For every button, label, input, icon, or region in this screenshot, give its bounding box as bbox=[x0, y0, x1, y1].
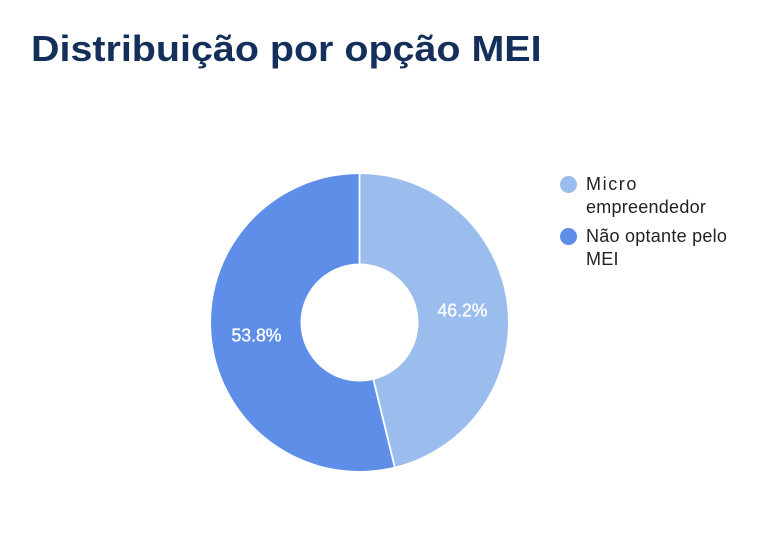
svg-text:53.8%: 53.8% bbox=[232, 325, 282, 346]
svg-text:46.2%: 46.2% bbox=[438, 299, 488, 320]
